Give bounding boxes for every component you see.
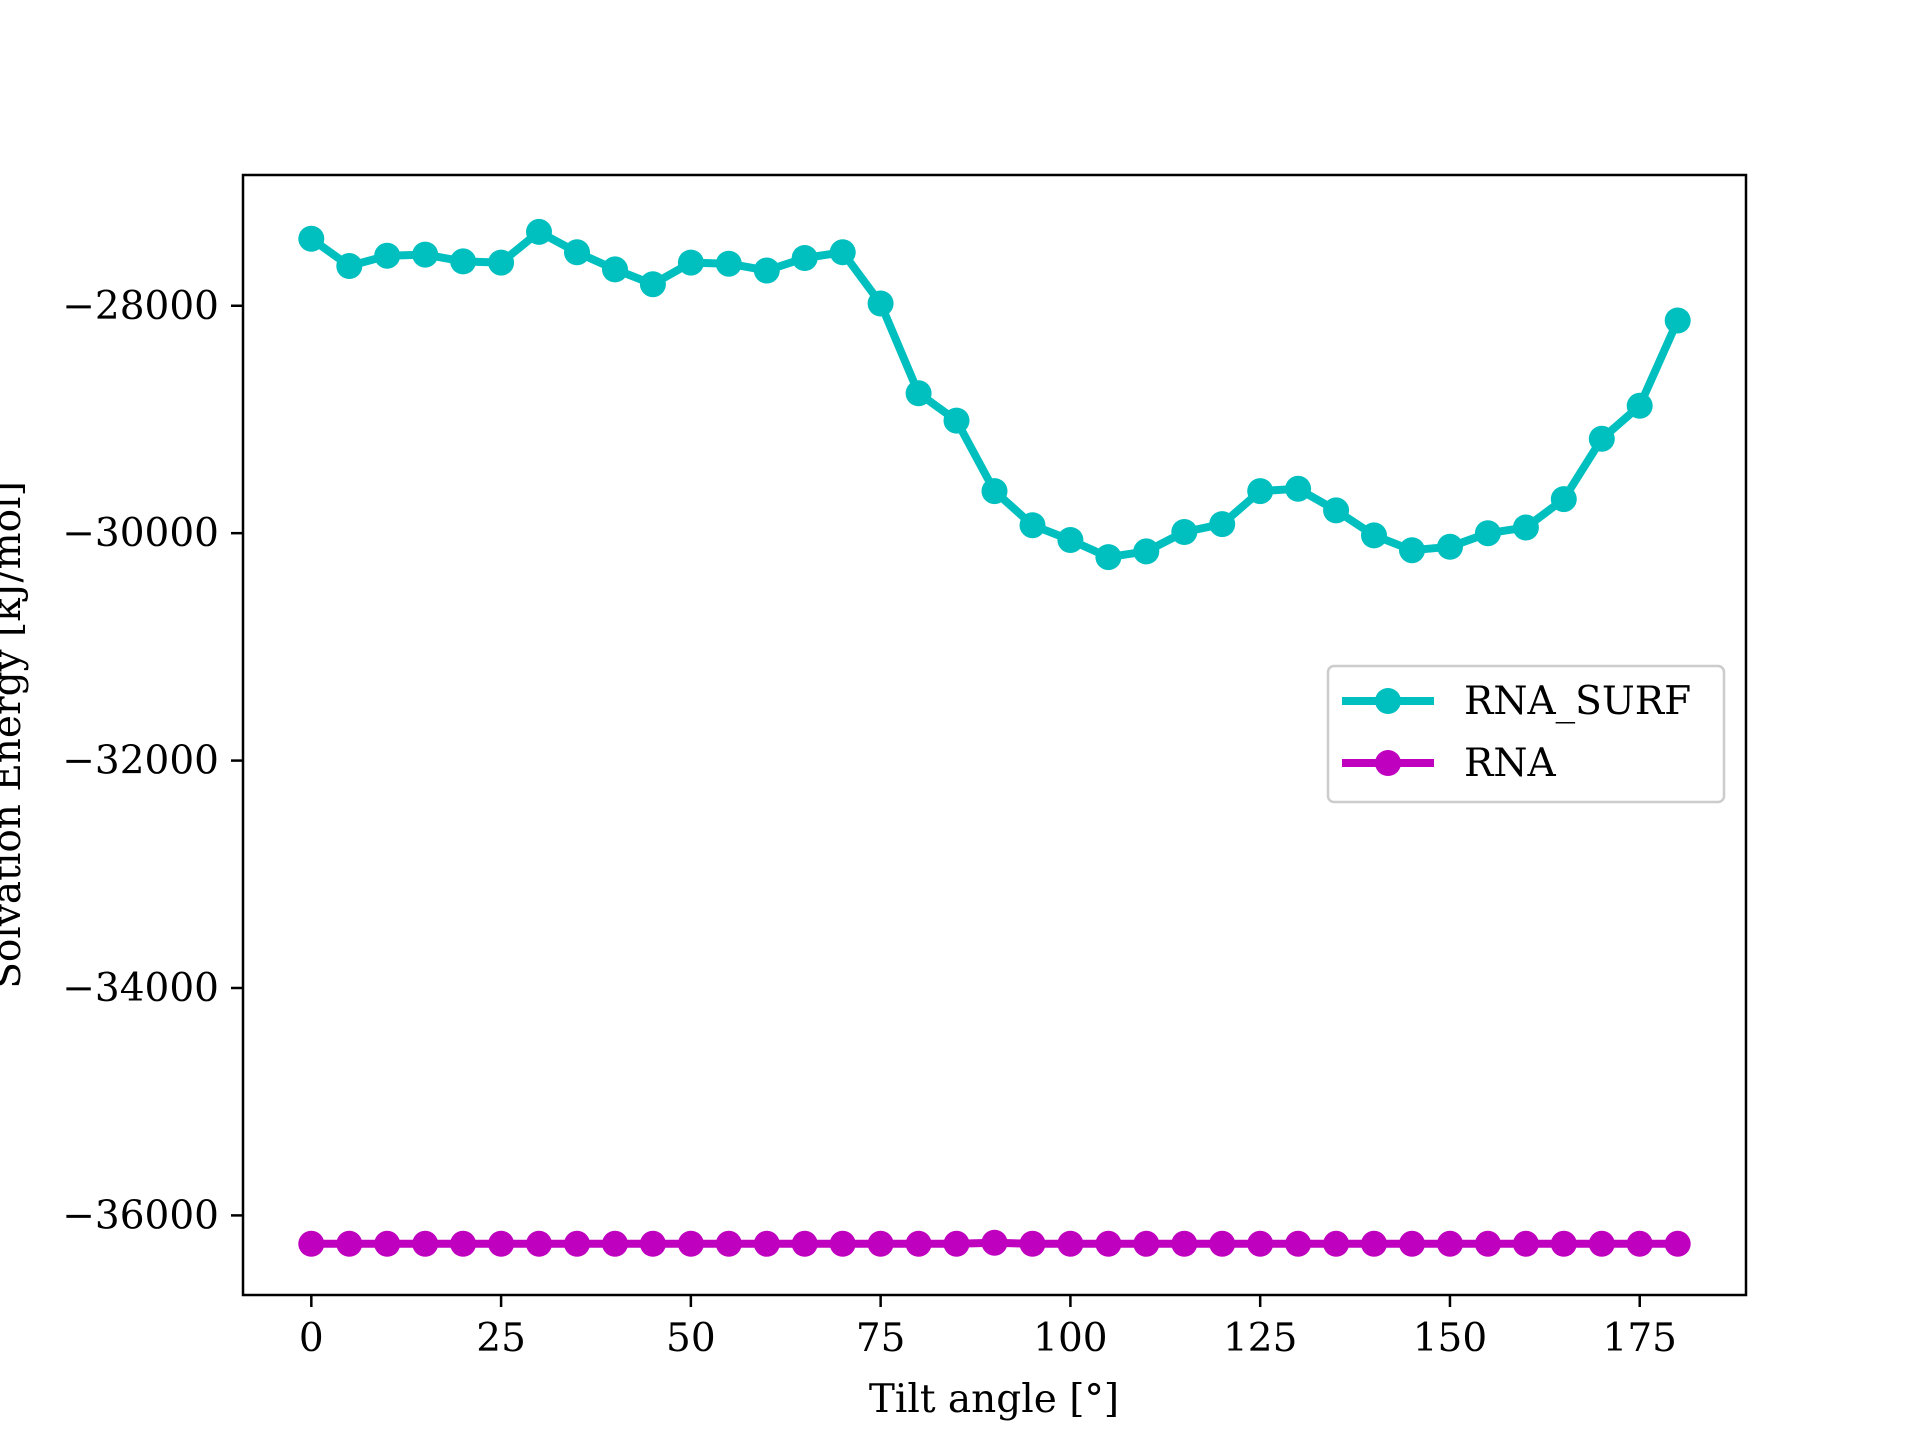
legend-label-rna: RNA bbox=[1464, 741, 1556, 786]
data-point-rna bbox=[1057, 1230, 1084, 1257]
data-point-rna-surf bbox=[374, 242, 401, 269]
data-point-rna-surf bbox=[1247, 478, 1274, 505]
x-tick-label: 75 bbox=[856, 1316, 906, 1361]
y-axis-ticks: −28000 −30000 −32000 −34000 −36000 bbox=[62, 284, 243, 1238]
plot-frame bbox=[241, 173, 1748, 1297]
legend-label-rna-surf: RNA_SURF bbox=[1464, 679, 1691, 724]
data-point-rna bbox=[602, 1230, 628, 1257]
data-point-rna bbox=[905, 1230, 932, 1257]
y-tick-label: −30000 bbox=[62, 511, 219, 556]
y-tick-label: −28000 bbox=[62, 284, 219, 329]
data-point-rna bbox=[1133, 1230, 1160, 1257]
legend: RNA_SURF RNA bbox=[1326, 664, 1726, 804]
data-point-rna-surf bbox=[1361, 522, 1387, 549]
data-point-rna-surf bbox=[753, 257, 780, 284]
data-point-rna-surf bbox=[1550, 486, 1577, 513]
x-tick-label: 175 bbox=[1603, 1316, 1677, 1361]
data-point-rna-surf bbox=[1019, 512, 1046, 539]
x-axis-ticks: 0 25 50 75 100 125 150 175 bbox=[299, 1295, 1677, 1361]
legend-swatch-marker-rna-surf bbox=[1375, 688, 1401, 714]
data-point-rna-surf bbox=[905, 380, 932, 407]
y-axis-label: Solvation Energy [kJ/mol] bbox=[0, 481, 30, 989]
data-point-rna bbox=[1550, 1230, 1577, 1257]
y-tick-label: −34000 bbox=[62, 966, 219, 1011]
x-tick-label: 50 bbox=[666, 1316, 716, 1361]
data-point-rna-surf bbox=[336, 253, 363, 279]
data-point-rna bbox=[1209, 1230, 1236, 1257]
data-point-rna-surf bbox=[298, 225, 325, 252]
data-point-rna-surf bbox=[867, 290, 894, 317]
data-point-rna-surf bbox=[639, 271, 666, 298]
data-point-rna bbox=[1512, 1230, 1539, 1257]
y-tick-label: −36000 bbox=[62, 1193, 219, 1238]
data-point-rna bbox=[943, 1230, 970, 1257]
data-point-rna bbox=[526, 1230, 552, 1257]
data-point-rna bbox=[829, 1230, 856, 1257]
data-point-rna bbox=[1323, 1230, 1350, 1257]
data-point-rna bbox=[981, 1229, 1008, 1256]
data-point-rna-surf bbox=[1133, 538, 1160, 565]
legend-swatch-marker-rna bbox=[1375, 750, 1401, 776]
data-point-rna-surf bbox=[1437, 533, 1463, 560]
data-point-rna bbox=[412, 1230, 439, 1257]
data-point-rna bbox=[1285, 1230, 1312, 1257]
data-point-rna-surf bbox=[715, 250, 742, 277]
x-tick-label: 150 bbox=[1413, 1316, 1487, 1361]
data-point-rna-surf bbox=[1474, 520, 1501, 547]
data-point-rna-surf bbox=[564, 239, 590, 266]
data-point-rna bbox=[1247, 1230, 1274, 1257]
data-point-rna bbox=[715, 1230, 742, 1257]
data-point-rna-surf bbox=[450, 248, 477, 275]
data-point-rna bbox=[450, 1230, 477, 1257]
data-point-rna bbox=[1019, 1230, 1046, 1257]
data-point-rna-surf bbox=[1095, 544, 1122, 571]
data-point-rna bbox=[677, 1230, 704, 1257]
data-point-rna bbox=[1664, 1230, 1691, 1257]
data-point-rna-surf bbox=[1664, 307, 1691, 334]
data-point-rna bbox=[374, 1230, 401, 1257]
data-point-rna bbox=[1171, 1230, 1198, 1257]
data-point-rna bbox=[791, 1230, 818, 1257]
data-point-rna-surf bbox=[943, 407, 970, 434]
data-point-rna-surf bbox=[1323, 497, 1350, 524]
y-tick-label: −32000 bbox=[62, 739, 219, 784]
data-point-rna-surf bbox=[1285, 475, 1312, 502]
x-tick-label: 100 bbox=[1033, 1316, 1107, 1361]
data-point-rna-surf bbox=[526, 218, 552, 245]
data-point-rna-surf bbox=[1588, 425, 1615, 452]
data-point-rna-surf bbox=[1171, 519, 1198, 545]
data-point-rna bbox=[336, 1230, 363, 1257]
data-point-rna bbox=[1588, 1230, 1615, 1257]
data-point-rna-surf bbox=[1399, 537, 1425, 564]
x-tick-label: 25 bbox=[476, 1316, 526, 1361]
data-point-rna-surf bbox=[1512, 514, 1539, 541]
data-point-rna bbox=[1474, 1230, 1501, 1257]
data-point-rna bbox=[639, 1230, 666, 1257]
x-tick-label: 0 bbox=[299, 1316, 324, 1361]
data-point-rna bbox=[1361, 1230, 1387, 1257]
data-point-rna bbox=[488, 1230, 515, 1257]
data-point-rna-surf bbox=[829, 239, 856, 266]
data-point-rna bbox=[1399, 1230, 1425, 1257]
data-point-rna-surf bbox=[791, 245, 818, 271]
data-point-rna-surf bbox=[981, 478, 1008, 505]
data-point-rna bbox=[1095, 1230, 1122, 1257]
data-point-rna-surf bbox=[1626, 392, 1653, 419]
x-axis-label: Tilt angle [°] bbox=[869, 1377, 1119, 1422]
data-point-rna-surf bbox=[488, 249, 515, 276]
data-point-rna-surf bbox=[412, 241, 439, 268]
data-point-rna-surf bbox=[602, 256, 628, 283]
data-point-rna bbox=[564, 1230, 590, 1257]
data-point-rna bbox=[298, 1230, 325, 1257]
x-tick-label: 125 bbox=[1223, 1316, 1297, 1361]
series-layer bbox=[298, 218, 1691, 1257]
data-point-rna bbox=[753, 1230, 780, 1257]
data-point-rna-surf bbox=[1057, 527, 1084, 553]
data-point-rna bbox=[1437, 1230, 1463, 1257]
data-point-rna-surf bbox=[677, 249, 704, 276]
data-point-rna bbox=[867, 1230, 894, 1257]
data-point-rna-surf bbox=[1209, 511, 1236, 538]
data-point-rna bbox=[1626, 1230, 1653, 1257]
